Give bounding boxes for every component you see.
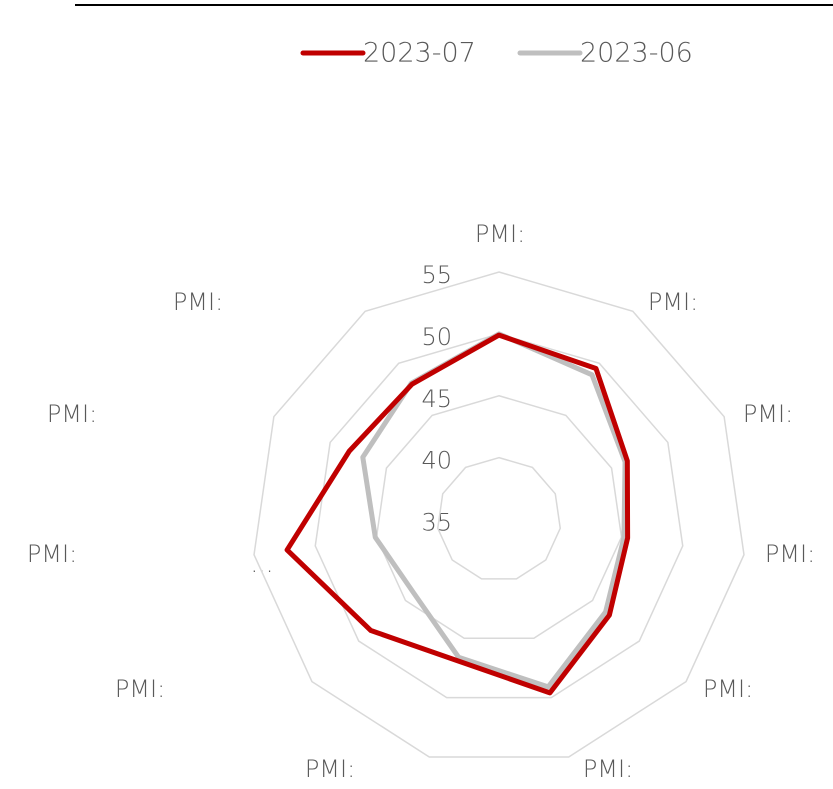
category-label: PMI: — [475, 220, 525, 248]
tick-label: 55 — [421, 261, 452, 289]
annotation: ... — [251, 550, 274, 578]
series-line — [284, 332, 631, 696]
category-label: PMI: — [115, 675, 165, 703]
category-label: PMI: — [765, 540, 815, 568]
series-line — [360, 331, 628, 690]
category-label: PMI: — [305, 755, 355, 783]
grid-ring — [375, 394, 623, 639]
legend-label: 2023-07 — [363, 38, 476, 69]
category-label: PMI: — [173, 288, 223, 316]
category-label: PMI: — [743, 400, 793, 428]
category-label: PMI: — [583, 755, 633, 783]
tick-label: 40 — [421, 447, 452, 475]
category-label: PMI: — [648, 288, 698, 316]
grid-ring — [314, 333, 684, 699]
tick-label: 35 — [421, 509, 452, 537]
category-label: PMI: — [47, 400, 97, 428]
grid-ring — [253, 271, 745, 758]
category-label: PMI: — [27, 540, 77, 568]
legend-label: 2023-06 — [580, 38, 693, 69]
tick-label: 50 — [421, 323, 452, 351]
grid-ring — [436, 456, 562, 580]
tick-label: 45 — [421, 385, 452, 413]
category-label: PMI: — [703, 675, 753, 703]
